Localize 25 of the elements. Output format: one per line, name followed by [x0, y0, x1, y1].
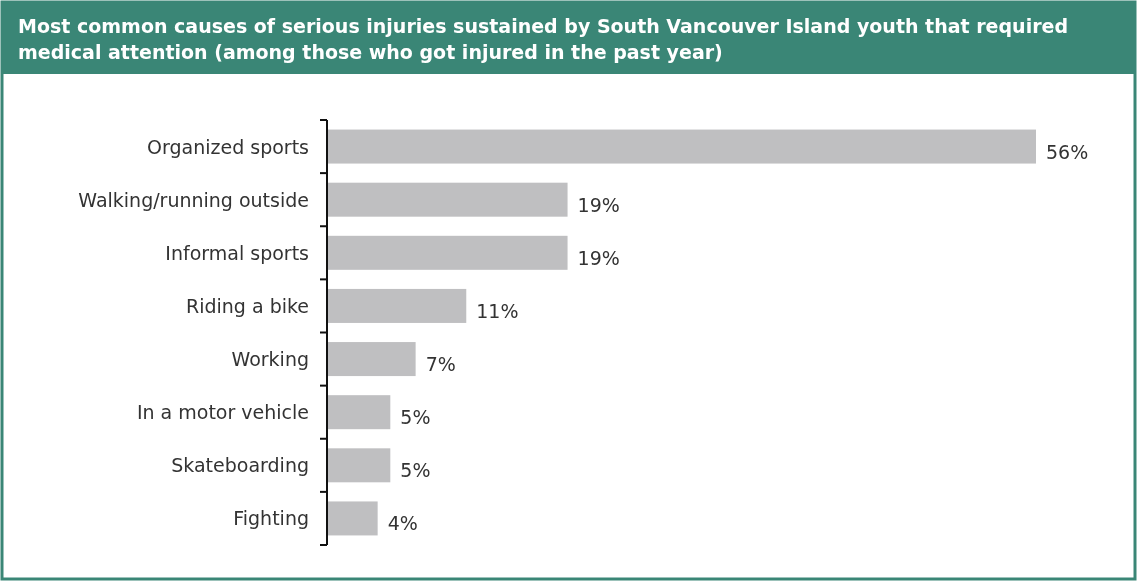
- bar: [327, 129, 1036, 164]
- bar: [327, 395, 391, 430]
- y-tick-label: Walking/running outside: [78, 188, 309, 211]
- y-tick-label: Fighting: [233, 507, 309, 530]
- y-tick-label: Informal sports: [165, 241, 309, 264]
- y-tick-label: Organized sports: [147, 135, 309, 158]
- bar: [327, 288, 467, 323]
- chart-title: Most common causes of serious injuries sustained by South Vancouver Island youth that required medical attention (among those who got injured in the past year): [18, 15, 1069, 63]
- data-label: 19%: [577, 193, 620, 216]
- data-label: 19%: [577, 246, 620, 269]
- bar: [327, 448, 391, 483]
- data-label: 56%: [1046, 140, 1089, 163]
- bar: [327, 182, 568, 217]
- bar: [327, 235, 568, 270]
- y-tick-label: Skateboarding: [171, 454, 309, 477]
- data-label: 4%: [387, 512, 418, 535]
- data-label: 7%: [425, 353, 456, 376]
- y-tick-label: In a motor vehicle: [136, 401, 309, 424]
- data-label: 11%: [476, 299, 519, 322]
- bar: [327, 342, 416, 377]
- data-label: 5%: [400, 406, 431, 429]
- data-label: 5%: [400, 459, 431, 482]
- bar: [327, 501, 378, 536]
- y-tick-label: Working: [231, 348, 309, 371]
- y-tick-label: Riding a bike: [186, 294, 309, 317]
